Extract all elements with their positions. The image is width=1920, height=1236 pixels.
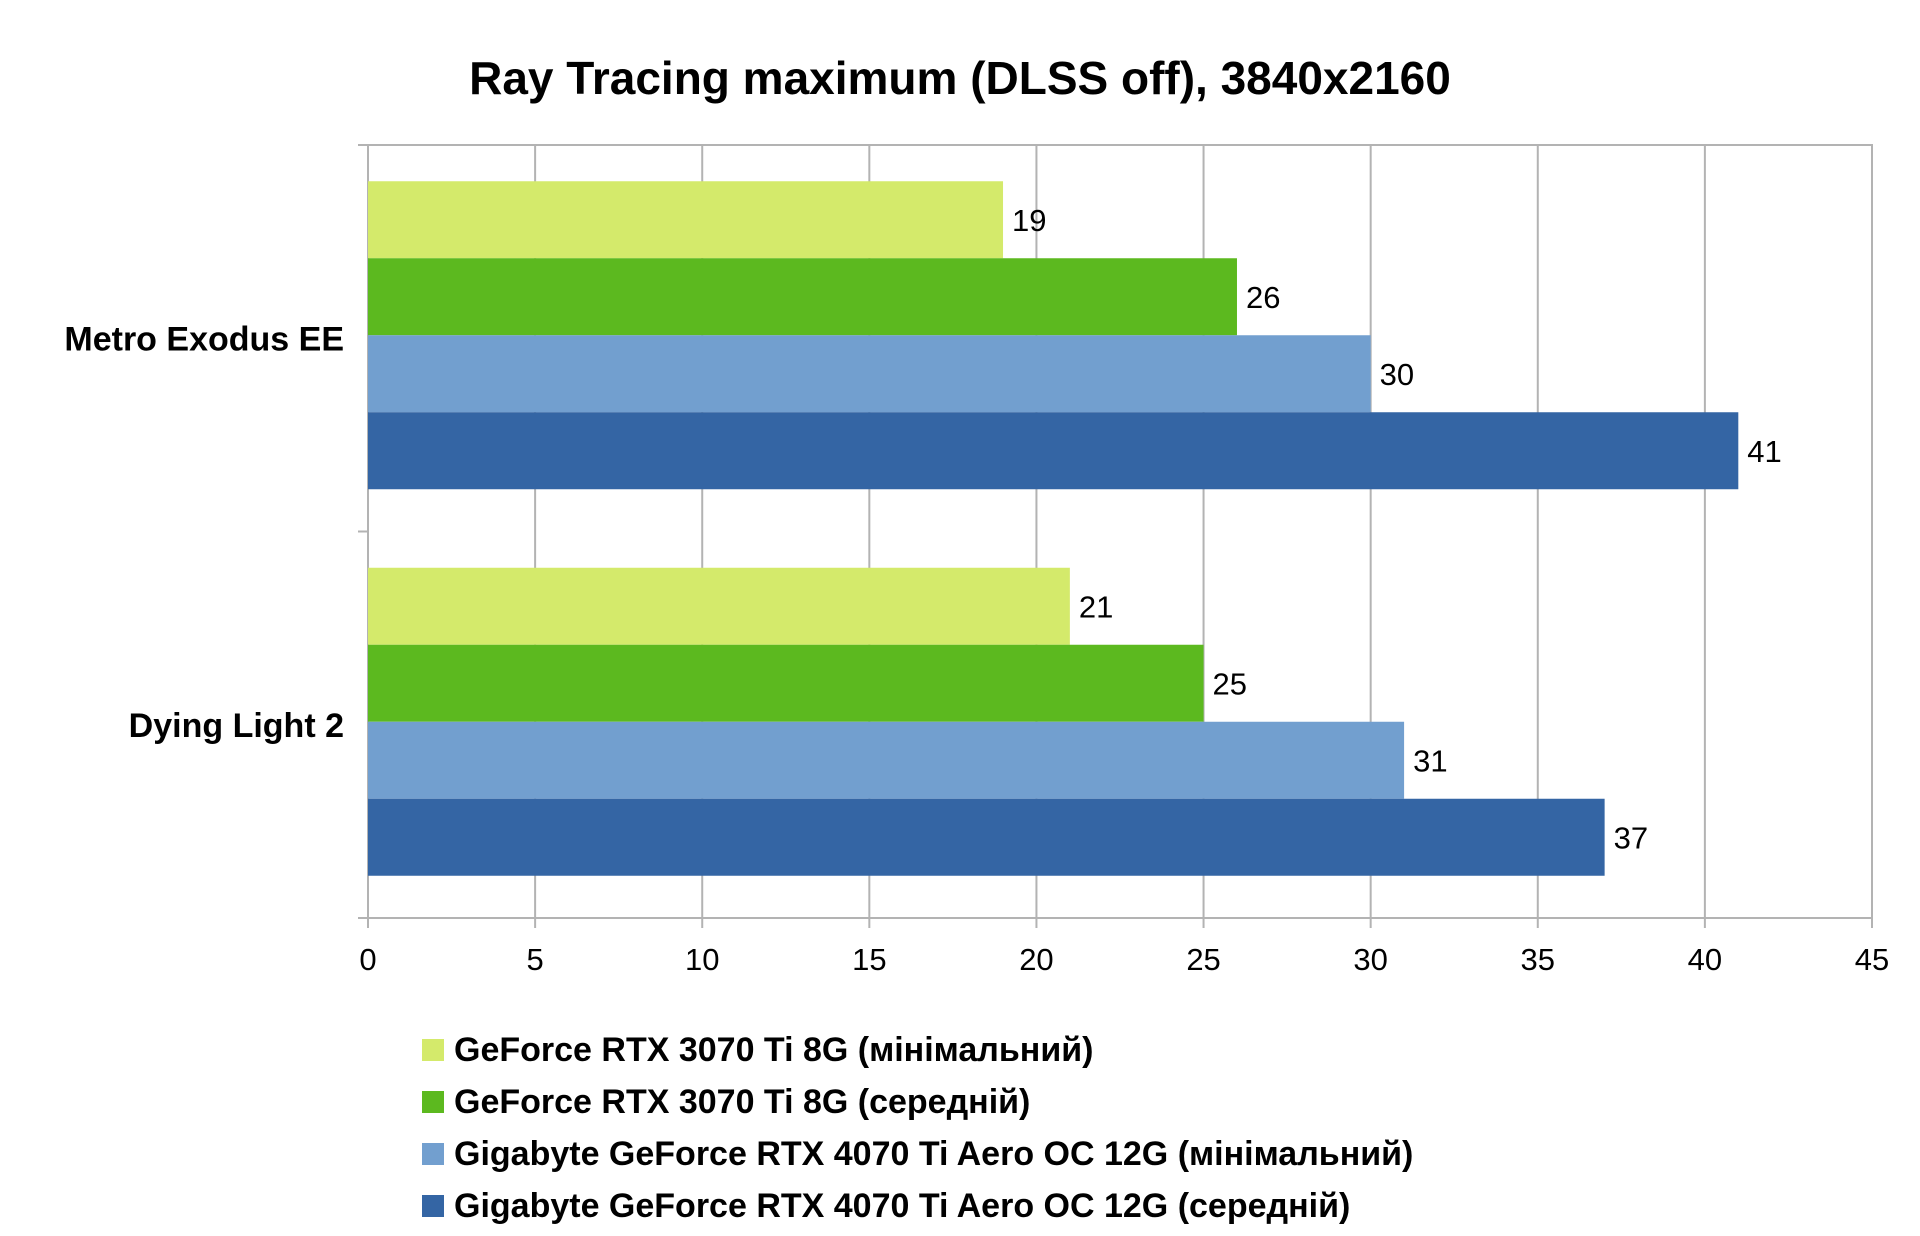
data-label: 25 (1213, 666, 1247, 701)
bar (368, 798, 1605, 876)
legend-label: GeForce RTX 3070 Ti 8G (мінімальний) (454, 1031, 1093, 1069)
bar (368, 335, 1371, 413)
data-label: 21 (1079, 589, 1113, 624)
chart-title: Ray Tracing maximum (DLSS off), 3840x216… (469, 52, 1451, 104)
bar (368, 644, 1204, 722)
x-tick-label: 5 (526, 942, 543, 977)
x-tick-label: 15 (852, 942, 886, 977)
bar (368, 412, 1739, 490)
legend-swatch (422, 1143, 444, 1165)
x-tick-label: 30 (1353, 942, 1387, 977)
data-label: 30 (1380, 357, 1414, 392)
legend-swatch (422, 1195, 444, 1217)
legend: GeForce RTX 3070 Ti 8G (мінімальний) GeFo… (422, 1031, 1413, 1225)
bar (368, 721, 1405, 799)
category-label: Metro Exodus EE (64, 320, 344, 358)
x-tick-label: 45 (1855, 942, 1889, 977)
x-tick-label: 20 (1019, 942, 1053, 977)
bar (368, 258, 1237, 336)
data-label: 31 (1413, 743, 1447, 778)
x-tick-label: 25 (1186, 942, 1220, 977)
x-tick-label: 10 (685, 942, 719, 977)
category-label: Dying Light 2 (129, 707, 344, 745)
bar (368, 567, 1070, 645)
legend-label: Gigabyte GeForce RTX 4070 Ti Aero OC 12G… (454, 1135, 1413, 1173)
data-label: 26 (1246, 280, 1280, 315)
data-label: 37 (1614, 820, 1648, 855)
legend-swatch (422, 1091, 444, 1113)
data-label: 41 (1747, 434, 1781, 469)
legend-label: GeForce RTX 3070 Ti 8G (середній) (454, 1083, 1030, 1121)
legend-label: Gigabyte GeForce RTX 4070 Ti Aero OC 12G… (454, 1187, 1350, 1225)
x-tick-label: 0 (359, 942, 376, 977)
x-tick-label: 40 (1688, 942, 1722, 977)
data-label: 19 (1012, 203, 1046, 238)
plot-area: 0 5 10 15 20 25 30 35 40 45 Metro Exodus EE 19 26 30 4… (64, 144, 1889, 977)
legend-swatch (422, 1039, 444, 1061)
x-tick-label: 35 (1521, 942, 1555, 977)
bar (368, 181, 1004, 259)
